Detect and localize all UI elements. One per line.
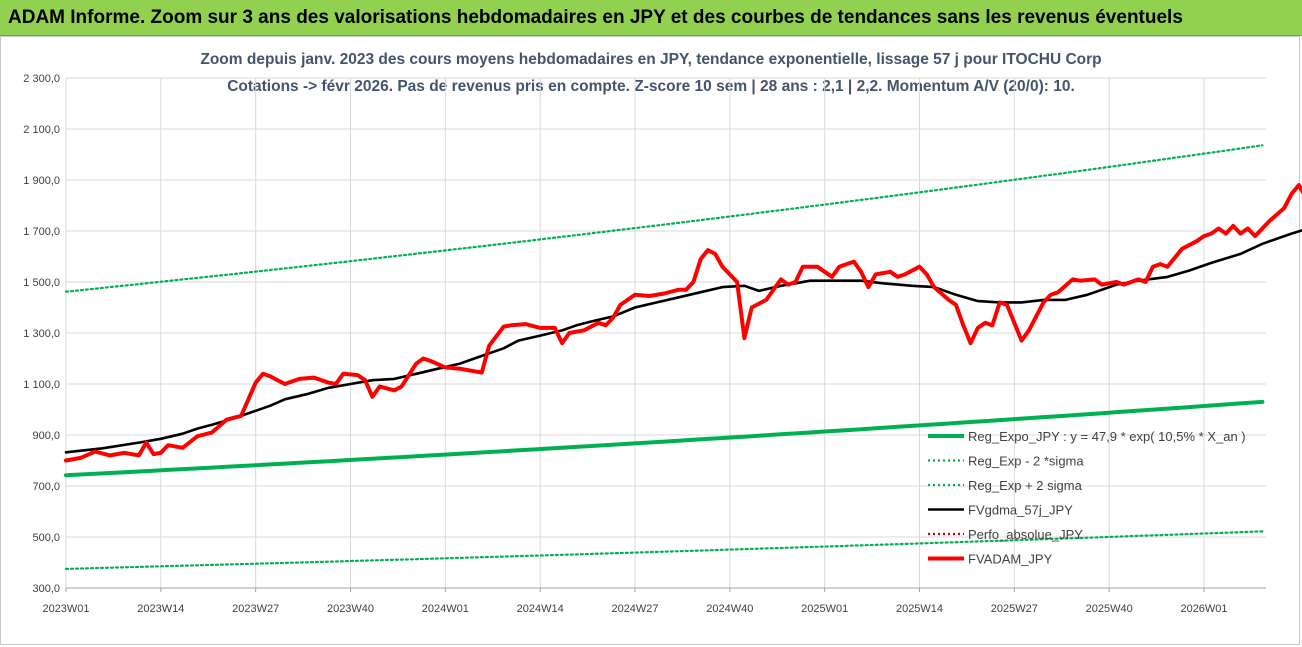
- x-tick-label: 2026W01: [1180, 603, 1227, 615]
- x-tick-label: 2025W14: [896, 603, 943, 615]
- y-tick-label: 900,0: [32, 430, 60, 442]
- series-line-2: [64, 144, 1264, 293]
- y-tick-label: 700,0: [32, 481, 60, 493]
- y-tick-label: 1 900,0: [23, 175, 60, 187]
- y-tick-label: 300,0: [32, 583, 60, 595]
- y-tick-label: 2 100,0: [23, 124, 60, 136]
- y-tick-label: 1 700,0: [23, 226, 60, 238]
- legend-label: Perfo_absolue_JPY: [968, 527, 1083, 542]
- x-tick-label: 2024W40: [706, 603, 753, 615]
- legend-label: FVADAM_JPY: [968, 552, 1053, 567]
- x-tick-label: 2023W27: [232, 603, 279, 615]
- x-tick-label: 2023W14: [137, 603, 184, 615]
- legend-box: [922, 422, 1252, 572]
- x-tick-label: 2023W40: [327, 603, 374, 615]
- series-line-0: [64, 399, 1265, 478]
- y-tick-label: 2 300,0: [23, 73, 60, 85]
- series-line-3: [64, 229, 1302, 454]
- series-line-5: [64, 183, 1302, 463]
- chart-title-line-1: Zoom depuis janv. 2023 des cours moyens …: [200, 51, 1102, 68]
- legend-label: Reg_Expo_JPY : y = 47,9 * exp( 10,5% * X…: [968, 429, 1246, 444]
- x-tick-label: 2025W27: [991, 603, 1038, 615]
- x-tick-label: 2023W01: [42, 603, 89, 615]
- y-tick-label: 500,0: [32, 532, 60, 544]
- x-tick-label: 2025W01: [801, 603, 848, 615]
- y-tick-label: 1 100,0: [23, 379, 60, 391]
- chart-area: [0, 36, 1300, 645]
- x-tick-label: 2024W14: [517, 603, 564, 615]
- series-line-1: [64, 530, 1264, 570]
- x-tick-label: 2024W27: [611, 603, 658, 615]
- legend-label: Reg_Exp - 2 *sigma: [968, 454, 1084, 469]
- legend-label: Reg_Exp + 2 sigma: [968, 478, 1083, 493]
- chart-title-line-2: Cotations -> févr 2026. Pas de revenus p…: [227, 78, 1075, 95]
- x-tick-label: 2025W40: [1086, 603, 1133, 615]
- report-banner: ADAM Informe. Zoom sur 3 ans des valoris…: [0, 0, 1302, 36]
- y-tick-label: 1 300,0: [23, 328, 60, 340]
- x-tick-label: 2024W01: [422, 603, 469, 615]
- legend-label: FVgdma_57j_JPY: [968, 503, 1073, 518]
- report-title: ADAM Informe. Zoom sur 3 ans des valoris…: [8, 7, 1183, 28]
- y-tick-label: 1 500,0: [23, 277, 60, 289]
